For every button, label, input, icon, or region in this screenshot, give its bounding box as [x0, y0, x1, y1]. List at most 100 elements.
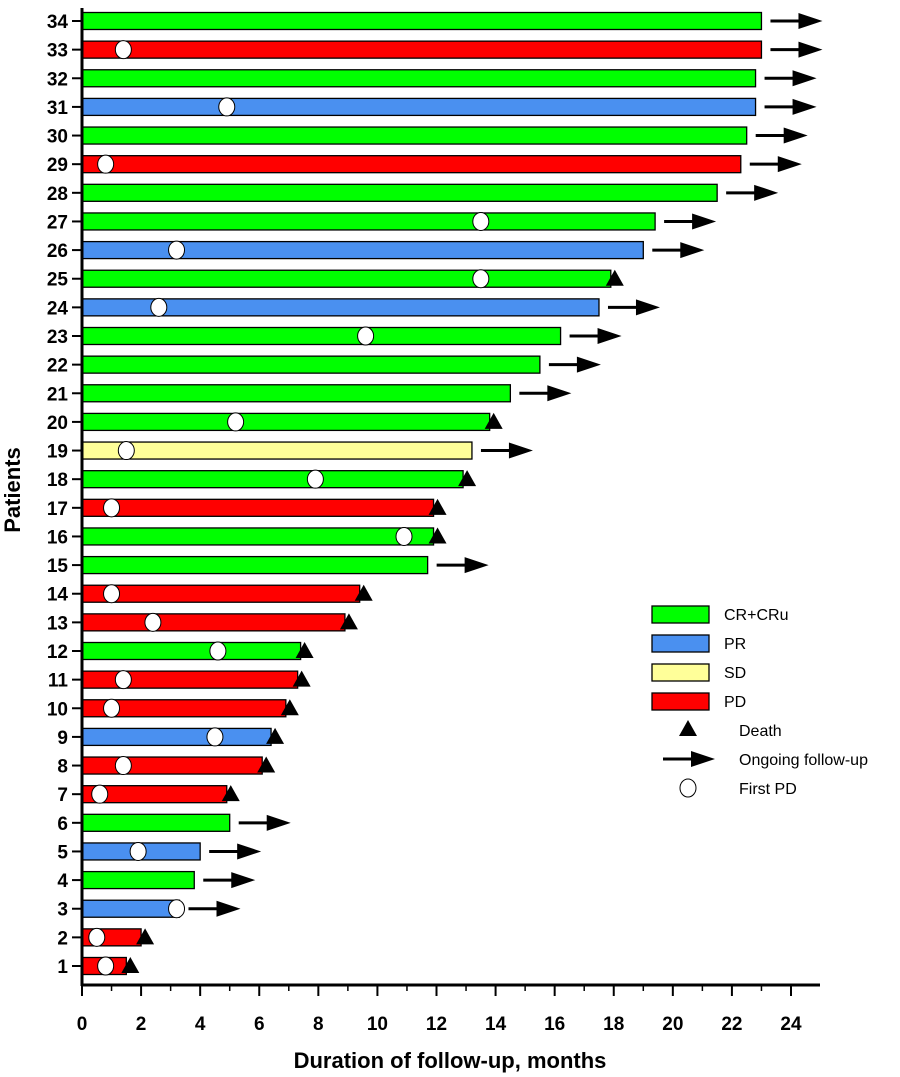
y-tick-label-23: 23 — [47, 327, 68, 348]
y-tick-label-21: 21 — [47, 384, 69, 405]
bar-patient-11 — [81, 670, 299, 689]
death-marker-12 — [295, 642, 314, 658]
ongoing-arrow-21 — [519, 385, 572, 402]
ongoing-arrow-23 — [569, 328, 622, 344]
y-tick-label-13: 13 — [47, 613, 68, 634]
ongoing-arrow-32 — [764, 70, 817, 87]
x-tick-label-8: 8 — [313, 1014, 324, 1035]
bar-patient-21 — [81, 384, 512, 403]
y-tick-label-5: 5 — [57, 842, 68, 863]
ongoing-arrow-27 — [664, 213, 717, 230]
first-pd-marker-5 — [129, 841, 147, 861]
y-tick-label-3: 3 — [57, 900, 68, 921]
y-tick-label-33: 33 — [47, 41, 68, 62]
death-marker-1 — [121, 957, 140, 973]
ongoing-arrow-4 — [203, 872, 256, 889]
legend-first-pd-marker — [679, 778, 697, 798]
y-tick-label-16: 16 — [47, 527, 68, 548]
x-tick-label-24: 24 — [780, 1014, 802, 1035]
legend-swatch-cr-cru — [651, 605, 710, 624]
x-tick-label-18: 18 — [603, 1014, 624, 1035]
legend-swatch-pd — [651, 692, 710, 711]
y-tick-label-20: 20 — [47, 413, 68, 434]
x-tick-label-12: 12 — [426, 1014, 447, 1035]
x-tick-label-14: 14 — [485, 1014, 507, 1035]
first-pd-marker-16 — [395, 526, 413, 546]
bar-patient-23 — [81, 326, 562, 346]
bar-patient-13 — [81, 613, 346, 632]
bars-layer — [81, 11, 763, 976]
first-pd-marker-27 — [472, 211, 490, 231]
bar-patient-28 — [81, 183, 718, 202]
y-tick-label-27: 27 — [47, 212, 68, 233]
markers-layer — [88, 13, 823, 976]
x-tick-label-0: 0 — [77, 1014, 88, 1035]
bar-patient-33 — [81, 40, 763, 59]
y-tick-label-7: 7 — [57, 785, 68, 806]
x-tick-label-6: 6 — [254, 1014, 265, 1035]
ongoing-arrow-33 — [770, 41, 823, 58]
y-tick-label-28: 28 — [47, 184, 68, 205]
bar-patient-18 — [81, 470, 464, 489]
death-marker-18 — [458, 470, 477, 487]
ongoing-arrow-30 — [755, 127, 808, 144]
bar-patient-15 — [81, 555, 429, 575]
death-marker-9 — [266, 727, 285, 744]
y-tick-label-32: 32 — [47, 69, 68, 90]
arrow-head — [680, 242, 705, 259]
first-pd-marker-24 — [150, 297, 168, 317]
axes-layer: 1234567891011121314151617181920212223242… — [47, 8, 820, 1035]
x-tick-label-16: 16 — [544, 1014, 565, 1035]
arrow-head — [783, 127, 808, 144]
first-pd-marker-23 — [357, 326, 375, 346]
death-marker-13 — [339, 613, 358, 630]
ongoing-arrow-5 — [209, 843, 262, 860]
arrow-head — [635, 299, 660, 316]
first-pd-marker-29 — [97, 154, 115, 174]
y-tick-label-12: 12 — [47, 642, 68, 663]
arrow-head — [754, 184, 779, 201]
bar-patient-31 — [81, 97, 757, 117]
death-marker-16 — [428, 527, 447, 544]
ongoing-arrow-3 — [188, 900, 241, 917]
first-pd-marker-13 — [144, 612, 162, 632]
x-tick-label-4: 4 — [195, 1014, 206, 1035]
ongoing-arrow-29 — [749, 156, 802, 173]
ongoing-arrow-31 — [764, 98, 817, 115]
first-pd-marker-12 — [209, 641, 227, 661]
arrow-head — [216, 900, 241, 917]
bar-patient-34 — [81, 11, 763, 31]
bar-patient-3 — [81, 899, 181, 918]
bar-patient-32 — [81, 69, 757, 88]
y-tick-label-9: 9 — [57, 728, 68, 749]
y-tick-label-34: 34 — [47, 12, 69, 33]
first-pd-marker-20 — [227, 412, 245, 432]
bar-patient-30 — [81, 126, 748, 145]
arrow-head — [597, 328, 622, 344]
ongoing-arrow-6 — [238, 814, 291, 831]
arrow-head — [464, 557, 489, 574]
x-axis-title: Duration of follow-up, months — [294, 1048, 607, 1073]
first-pd-marker-26 — [168, 240, 186, 260]
legend-label-ongoing: Ongoing follow-up — [739, 752, 868, 769]
legend-ongoing-arrow — [663, 751, 715, 767]
ongoing-arrow-15 — [436, 557, 489, 574]
bar-patient-29 — [81, 155, 742, 174]
arrow-head — [237, 843, 262, 860]
first-pd-marker-14 — [103, 584, 121, 604]
y-tick-label-19: 19 — [47, 442, 68, 463]
arrow-head — [792, 70, 817, 87]
y-tick-label-15: 15 — [47, 556, 69, 577]
y-tick-label-22: 22 — [47, 356, 68, 377]
y-axis-title: Patients — [0, 447, 25, 533]
ongoing-arrow-24 — [607, 299, 660, 316]
first-pd-marker-19 — [117, 441, 135, 461]
first-pd-marker-3 — [168, 899, 186, 919]
death-marker-17 — [428, 498, 447, 515]
arrow-head — [266, 814, 291, 831]
legend-layer: CR+CRu PR SD PD Death Ongoing follow-up First … — [651, 605, 868, 798]
death-marker-11 — [292, 670, 311, 687]
ongoing-arrow-28 — [726, 184, 779, 201]
x-tick-label-22: 22 — [721, 1014, 742, 1035]
bar-patient-22 — [81, 355, 541, 374]
